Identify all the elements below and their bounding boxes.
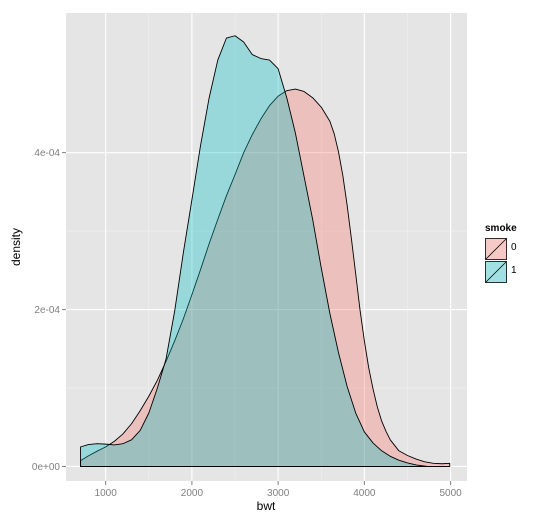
- x-axis-ticks: 1000 2000 3000 4000 5000: [95, 481, 462, 499]
- y-axis-title: density: [9, 228, 23, 266]
- legend-key-diagonal-1: [485, 261, 507, 283]
- x-tick-label-2: 3000: [267, 488, 290, 499]
- legend-label-0: 0: [511, 242, 517, 253]
- plot-panel: [66, 13, 467, 481]
- y-tick-label-1: 2e-04: [34, 305, 60, 316]
- x-tick-label-0: 1000: [95, 488, 118, 499]
- legend-keys: [484, 237, 508, 284]
- x-tick-label-3: 4000: [353, 488, 376, 499]
- x-tick-label-1: 2000: [181, 488, 204, 499]
- x-tick-label-4: 5000: [439, 488, 462, 499]
- legend-label-1: 1: [511, 265, 517, 276]
- legend-key-diagonal-0: [485, 238, 507, 260]
- grid-lines: [66, 13, 467, 481]
- y-tick-label-2: 4e-04: [34, 148, 60, 159]
- density-areas: [80, 35, 451, 467]
- density-area-smoke-1: [80, 35, 428, 467]
- legend: smoke 0 1: [484, 223, 517, 284]
- x-axis-title: bwt: [257, 499, 276, 513]
- legend-title: smoke: [485, 223, 517, 234]
- density-area-smoke-0: [80, 88, 451, 467]
- y-tick-label-0: 0e+00: [32, 462, 61, 473]
- y-axis-ticks: 0e+00 2e-04 4e-04: [32, 148, 66, 473]
